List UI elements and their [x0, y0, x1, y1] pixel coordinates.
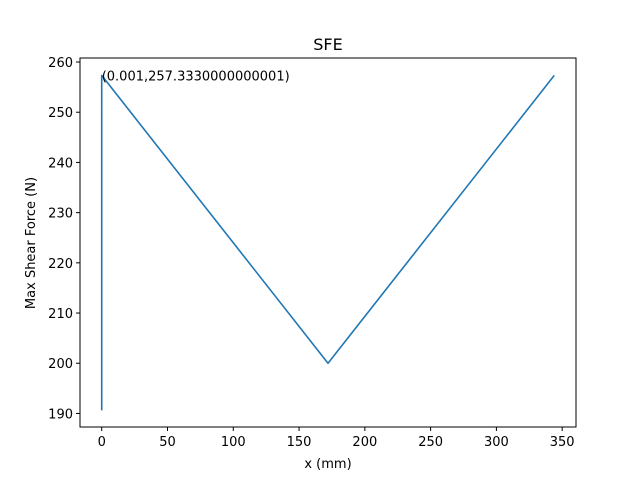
- series-line: [100, 74, 555, 411]
- axes-frame: [79, 57, 577, 428]
- y-tick-label: 200: [48, 357, 73, 372]
- y-tick-label: 230: [48, 207, 73, 222]
- point-annotation: (0.001,257.3330000000001): [102, 69, 290, 84]
- x-tick-label: 100: [221, 435, 246, 450]
- x-tick-label: 300: [484, 435, 509, 450]
- y-tick-label: 260: [48, 56, 73, 71]
- x-tick-label: 200: [352, 435, 377, 450]
- y-tick-label: 210: [48, 307, 73, 322]
- x-tick-label: 250: [418, 435, 443, 450]
- x-tick-label: 50: [159, 435, 176, 450]
- x-tick-label: 0: [98, 435, 106, 450]
- plot-area: (0.001,257.3330000000001): [100, 69, 555, 411]
- y-tick-label: 190: [48, 407, 73, 422]
- x-tick-label: 350: [550, 435, 575, 450]
- y-axis-label: Max Shear Force (N): [24, 177, 39, 309]
- y-tick-label: 240: [48, 156, 73, 171]
- chart-title: SFE: [313, 35, 342, 54]
- x-tick-label: 150: [287, 435, 312, 450]
- y-tick-label: 250: [48, 106, 73, 121]
- y-tick-label: 220: [48, 257, 73, 272]
- x-axis-label: x (mm): [304, 457, 351, 472]
- axis-ticks: 0 50 100 150 200 250 300 350 190 200 210 220 230 240 2…: [48, 56, 574, 450]
